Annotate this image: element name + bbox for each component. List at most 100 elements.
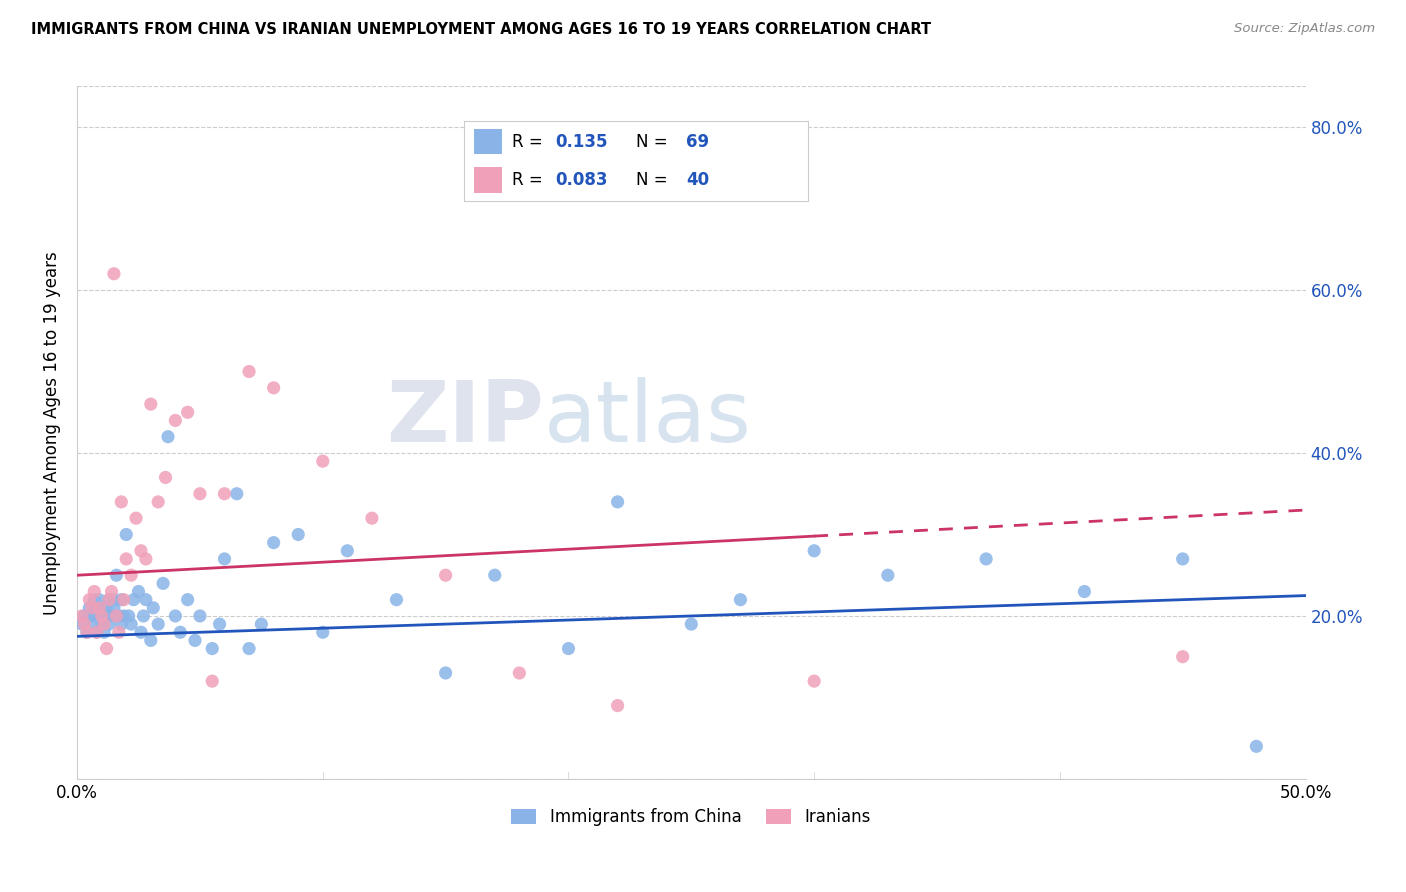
Point [146, 495, 169, 509]
Point [128, 584, 150, 599]
Point [89, 609, 111, 624]
Point [385, 592, 408, 607]
Point [129, 543, 152, 558]
Text: ZIP: ZIP [387, 377, 544, 460]
Point [152, 576, 174, 591]
Point [79, 592, 101, 607]
Point [115, 527, 138, 541]
Point [86, 625, 108, 640]
Point [225, 487, 247, 501]
Point [606, 495, 628, 509]
Point [73, 609, 96, 624]
Point [70, 617, 93, 632]
Point [89, 600, 111, 615]
Point [803, 543, 825, 558]
Point [263, 381, 285, 395]
Point [70, 609, 93, 624]
Point [118, 609, 141, 624]
Point [98, 592, 121, 607]
Point [73, 617, 96, 632]
Y-axis label: Unemployment Among Ages 16 to 19 years: Unemployment Among Ages 16 to 19 years [44, 251, 60, 615]
Point [730, 592, 752, 607]
Point [139, 633, 162, 648]
Point [434, 665, 457, 680]
Point [112, 609, 135, 624]
Point [120, 568, 142, 582]
Point [238, 641, 260, 656]
Point [156, 430, 179, 444]
Point [238, 365, 260, 379]
Point [1171, 649, 1194, 664]
Point [201, 674, 224, 689]
Point [103, 267, 125, 281]
Point [100, 584, 122, 599]
Point [105, 609, 128, 624]
Point [86, 600, 108, 615]
Point [76, 625, 98, 640]
Point [263, 535, 285, 549]
Point [108, 625, 131, 640]
Point [98, 592, 121, 607]
Point [484, 568, 506, 582]
Point [1171, 552, 1194, 566]
Point [606, 698, 628, 713]
Point [155, 470, 177, 484]
Point [201, 641, 224, 656]
Point [139, 397, 162, 411]
Point [110, 592, 132, 607]
Point [250, 617, 273, 632]
Text: IMMIGRANTS FROM CHINA VS IRANIAN UNEMPLOYMENT AMONG AGES 16 TO 19 YEARS CORRELAT: IMMIGRANTS FROM CHINA VS IRANIAN UNEMPLO… [31, 22, 931, 37]
Point [79, 600, 101, 615]
Point [83, 584, 105, 599]
Point [76, 625, 98, 640]
Point [100, 609, 122, 624]
Point [110, 617, 132, 632]
Point [361, 511, 384, 525]
Point [135, 552, 157, 566]
Point [188, 609, 211, 624]
Legend: Immigrants from China, Iranians: Immigrants from China, Iranians [505, 802, 877, 833]
Point [142, 600, 165, 615]
Point [105, 568, 128, 582]
Point [98, 617, 121, 632]
Point [184, 633, 207, 648]
Point [287, 527, 309, 541]
Point [974, 552, 997, 566]
Point [96, 641, 118, 656]
Point [122, 592, 145, 607]
Point [90, 617, 112, 632]
Point [110, 495, 132, 509]
Point [434, 568, 457, 582]
Point [681, 617, 703, 632]
Point [176, 405, 198, 419]
Point [89, 592, 111, 607]
Point [108, 609, 131, 624]
Point [165, 413, 187, 427]
Point [176, 592, 198, 607]
Point [93, 625, 115, 640]
Point [96, 600, 118, 615]
Point [214, 552, 236, 566]
Point [93, 609, 115, 624]
Point [312, 454, 335, 468]
Point [115, 552, 138, 566]
Point [112, 592, 135, 607]
Point [1073, 584, 1095, 599]
Point [312, 625, 335, 640]
Point [120, 617, 142, 632]
Point [1246, 739, 1268, 754]
Point [83, 592, 105, 607]
Point [103, 592, 125, 607]
Point [80, 600, 103, 615]
Point [135, 592, 157, 607]
Point [129, 625, 152, 640]
Point [90, 600, 112, 615]
Point [508, 665, 530, 680]
Text: Source: ZipAtlas.com: Source: ZipAtlas.com [1234, 22, 1375, 36]
Text: atlas: atlas [544, 377, 752, 460]
Point [165, 609, 187, 624]
Point [83, 617, 105, 632]
Point [557, 641, 579, 656]
Point [803, 674, 825, 689]
Point [80, 609, 103, 624]
